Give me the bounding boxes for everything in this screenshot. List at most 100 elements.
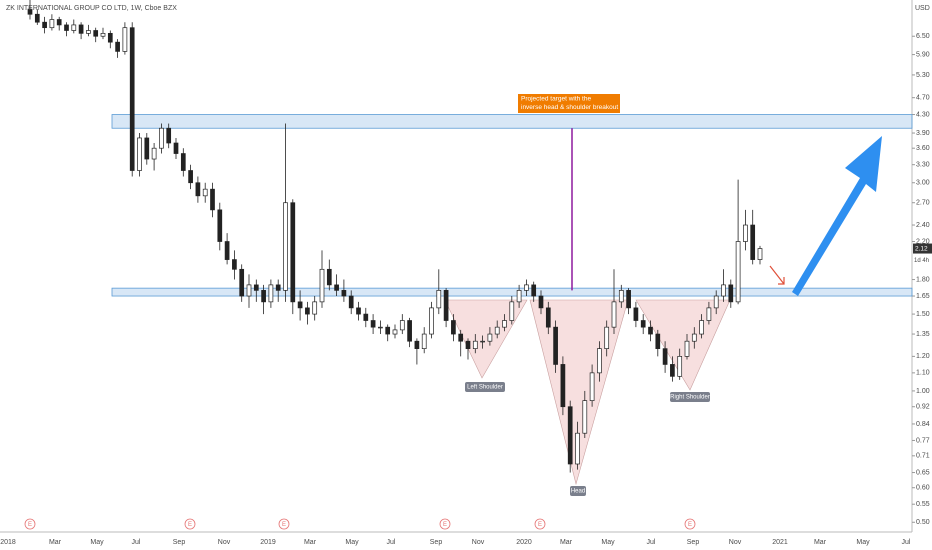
- candle-body: [217, 209, 223, 242]
- candle-body: [144, 137, 150, 160]
- pattern-label: Head: [571, 489, 585, 495]
- candle-body: [655, 333, 661, 349]
- candle-body: [604, 326, 610, 349]
- candle-body: [27, 8, 33, 15]
- x-tick-label: May: [856, 539, 870, 546]
- candle-body: [458, 333, 464, 342]
- event-label: E: [28, 522, 32, 528]
- candle-body: [713, 295, 719, 309]
- candle-body: [334, 284, 339, 291]
- candle-body: [582, 400, 588, 434]
- y-tick-label: 3.90: [916, 130, 930, 137]
- y-tick-label: 1.00: [916, 388, 930, 395]
- candle-body: [122, 27, 128, 52]
- candle-body: [268, 284, 274, 303]
- y-tick-label: 1.10: [916, 370, 930, 377]
- y-tick-label: 0.71: [916, 453, 930, 460]
- y-tick-label: 0.55: [916, 501, 930, 508]
- candle-body: [538, 295, 544, 309]
- candle-body: [407, 320, 412, 342]
- pattern-label-box: [465, 382, 505, 392]
- event-marker: [184, 518, 196, 530]
- candle-body: [137, 137, 142, 171]
- y-tick-label: 0.60: [916, 485, 930, 492]
- candle-body: [151, 147, 157, 160]
- candle-body: [166, 127, 172, 144]
- price-tag: [913, 243, 932, 254]
- y-tick-label: 0.50: [916, 519, 930, 526]
- pullback-arrow: [769, 265, 785, 285]
- candle-body: [297, 301, 303, 309]
- y-tick-label: 2.70: [916, 200, 930, 207]
- candle-body: [232, 259, 237, 270]
- x-tick-label: Mar: [304, 539, 317, 546]
- candle-body: [429, 307, 434, 335]
- candle-body: [370, 320, 376, 328]
- candle-body: [210, 188, 215, 211]
- candle-body: [86, 30, 91, 34]
- candle-body: [611, 301, 617, 328]
- zone: [111, 287, 913, 297]
- candle-body: [275, 284, 281, 291]
- left-shoulder-area: [444, 299, 528, 379]
- x-tick-label: Nov: [472, 539, 485, 546]
- pattern-label-box: [570, 486, 586, 496]
- x-tick-label: Jul: [902, 539, 911, 546]
- annotation-text: Projected target with the: [521, 96, 591, 103]
- x-tick-label: Sep: [687, 539, 700, 546]
- y-tick-label: 5.90: [916, 51, 930, 58]
- y-tick-label: 0.92: [916, 404, 930, 411]
- candle-body: [509, 301, 515, 321]
- y-tick-label: 1.65: [916, 293, 930, 300]
- candle-body: [560, 364, 566, 408]
- candle-body: [684, 340, 690, 357]
- event-label: E: [688, 522, 692, 528]
- candle-body: [545, 307, 551, 328]
- x-tick-label: Mar: [560, 539, 573, 546]
- candle-body: [283, 202, 288, 291]
- candle-body: [115, 41, 120, 52]
- annotation-text: inverse head & shoulder breakout: [521, 104, 618, 111]
- y-tick-label: 1.80: [916, 276, 930, 283]
- event-label: E: [443, 522, 447, 528]
- candle-body: [699, 320, 704, 335]
- candle-body: [180, 153, 186, 171]
- right-shoulder-area: [635, 299, 731, 391]
- event-marker: [439, 518, 451, 530]
- candle-body: [743, 224, 748, 242]
- candle-body: [648, 326, 653, 335]
- candle-body: [487, 333, 493, 342]
- y-tick-label: 2.40: [916, 222, 930, 229]
- x-tick-label: Jul: [647, 539, 656, 546]
- candle-body: [195, 182, 201, 197]
- candle-body: [159, 127, 164, 149]
- event-marker: [534, 518, 546, 530]
- y-tick-label: 1.50: [916, 311, 930, 318]
- candle-body: [100, 32, 106, 37]
- candle-body: [451, 320, 456, 335]
- candle-body: [129, 27, 135, 171]
- candle-body: [392, 329, 398, 335]
- x-tick-label: Mar: [49, 539, 62, 546]
- y-tick-label: 2.20: [916, 238, 930, 245]
- candle-body: [312, 301, 318, 315]
- candle-body: [399, 320, 405, 331]
- candle-body: [531, 284, 537, 297]
- candle-body: [421, 333, 427, 349]
- candle-body: [224, 241, 230, 260]
- candle-body: [618, 290, 624, 303]
- candle-body: [750, 224, 756, 260]
- candle-body: [502, 320, 507, 328]
- candle-body: [436, 290, 442, 309]
- candle-body: [34, 13, 40, 23]
- candle-body: [261, 290, 266, 303]
- candle-body: [494, 326, 500, 335]
- candle-body: [414, 340, 420, 349]
- candle-body: [49, 19, 55, 29]
- x-tick-label: Jul: [387, 539, 396, 546]
- candle-body: [691, 333, 697, 342]
- candle-body: [472, 340, 478, 349]
- x-tick-label: 2021: [772, 539, 788, 546]
- candle-body: [188, 170, 193, 184]
